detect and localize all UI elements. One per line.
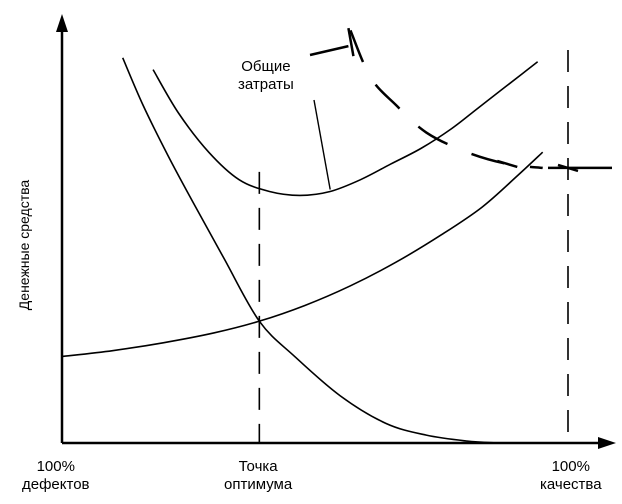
x-label-quality: 100% качества (540, 458, 602, 494)
series-defect-costs (121, 57, 498, 444)
series-total-costs (152, 61, 539, 197)
series-layer (61, 29, 544, 444)
series-quality-100-branch (349, 29, 543, 170)
x-label-optimum-line2: оптимума (224, 476, 293, 493)
label-bracket (309, 44, 349, 57)
y-axis-label: Денежные средства (16, 179, 32, 311)
x-label-quality-line1: 100% (551, 458, 590, 475)
x-label-optimum-line1: Точка (238, 458, 278, 475)
annotation-line1: Общие (241, 58, 291, 75)
tick-mark-2 (496, 159, 518, 169)
x-axis-arrow (598, 437, 616, 449)
annotation-total-costs: Общие затраты (238, 58, 294, 94)
x-label-defects-line2: дефектов (22, 476, 90, 493)
annotation-leader (313, 99, 331, 190)
tick-mark-1 (347, 27, 355, 57)
guides-layer (258, 27, 612, 443)
annotation-line2: затраты (238, 76, 294, 93)
x-label-defects-line1: 100% (36, 458, 75, 475)
y-axis-arrow (56, 14, 68, 32)
x-label-quality-line2: качества (540, 476, 602, 493)
axes (56, 14, 616, 449)
x-label-defects: 100% дефектов (22, 458, 90, 494)
x-label-optimum: Точка оптимума (224, 458, 292, 494)
series-quality-costs (61, 151, 544, 358)
